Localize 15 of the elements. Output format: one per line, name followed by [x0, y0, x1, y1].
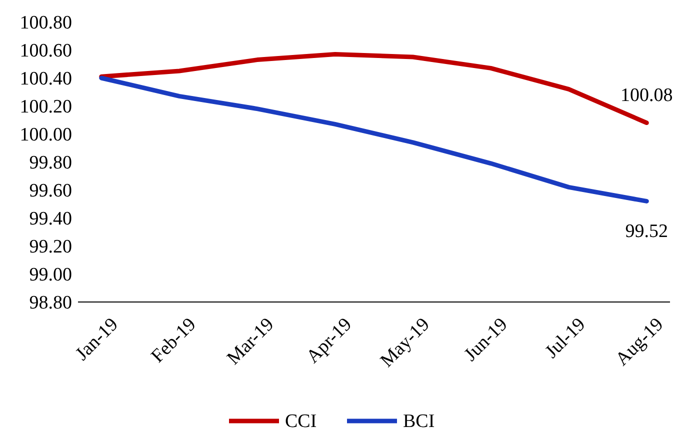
y-tick-label: 100.40 — [20, 68, 72, 90]
legend-label: CCI — [285, 411, 317, 432]
annotation: 99.52 — [625, 221, 668, 242]
y-tick-label: 100.00 — [20, 124, 72, 146]
annotation: 100.08 — [620, 84, 673, 106]
y-tick-label: 100.80 — [20, 12, 72, 34]
y-tick-label: 99.60 — [29, 180, 72, 202]
legend-label: BCI — [403, 411, 435, 432]
y-tick-label: 100.60 — [20, 40, 72, 62]
y-tick-label: 98.80 — [29, 292, 72, 314]
y-tick-label: 99.00 — [29, 264, 72, 286]
y-tick-label: 99.40 — [29, 208, 72, 230]
y-tick-label: 100.20 — [20, 96, 72, 118]
y-tick-label: 99.20 — [29, 236, 72, 258]
y-tick-label: 99.80 — [29, 152, 72, 174]
